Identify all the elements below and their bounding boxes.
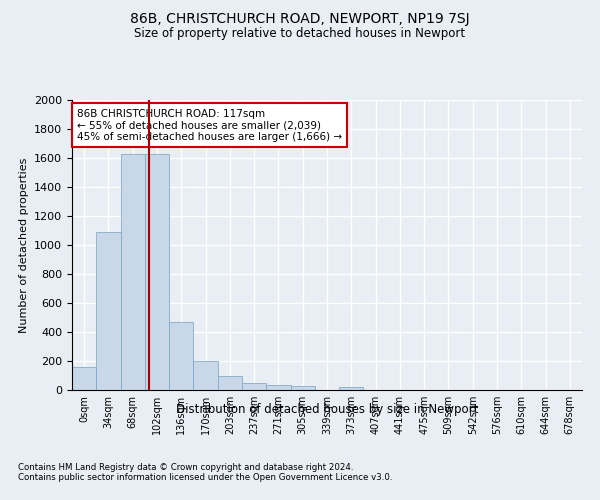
Bar — [193, 361, 218, 390]
Text: 86B, CHRISTCHURCH ROAD, NEWPORT, NP19 7SJ: 86B, CHRISTCHURCH ROAD, NEWPORT, NP19 7S… — [130, 12, 470, 26]
Bar — [218, 376, 242, 390]
Bar — [266, 385, 290, 390]
Bar — [169, 322, 193, 390]
Bar — [72, 367, 96, 390]
Text: Size of property relative to detached houses in Newport: Size of property relative to detached ho… — [134, 28, 466, 40]
Bar — [290, 386, 315, 390]
Bar — [96, 232, 121, 390]
Bar — [145, 154, 169, 390]
Text: Contains public sector information licensed under the Open Government Licence v3: Contains public sector information licen… — [18, 472, 392, 482]
Bar — [121, 154, 145, 390]
Text: Contains HM Land Registry data © Crown copyright and database right 2024.: Contains HM Land Registry data © Crown c… — [18, 462, 353, 471]
Y-axis label: Number of detached properties: Number of detached properties — [19, 158, 29, 332]
Text: 86B CHRISTCHURCH ROAD: 117sqm
← 55% of detached houses are smaller (2,039)
45% o: 86B CHRISTCHURCH ROAD: 117sqm ← 55% of d… — [77, 108, 342, 142]
Text: Distribution of detached houses by size in Newport: Distribution of detached houses by size … — [176, 402, 478, 415]
Bar — [242, 384, 266, 390]
Bar — [339, 387, 364, 390]
